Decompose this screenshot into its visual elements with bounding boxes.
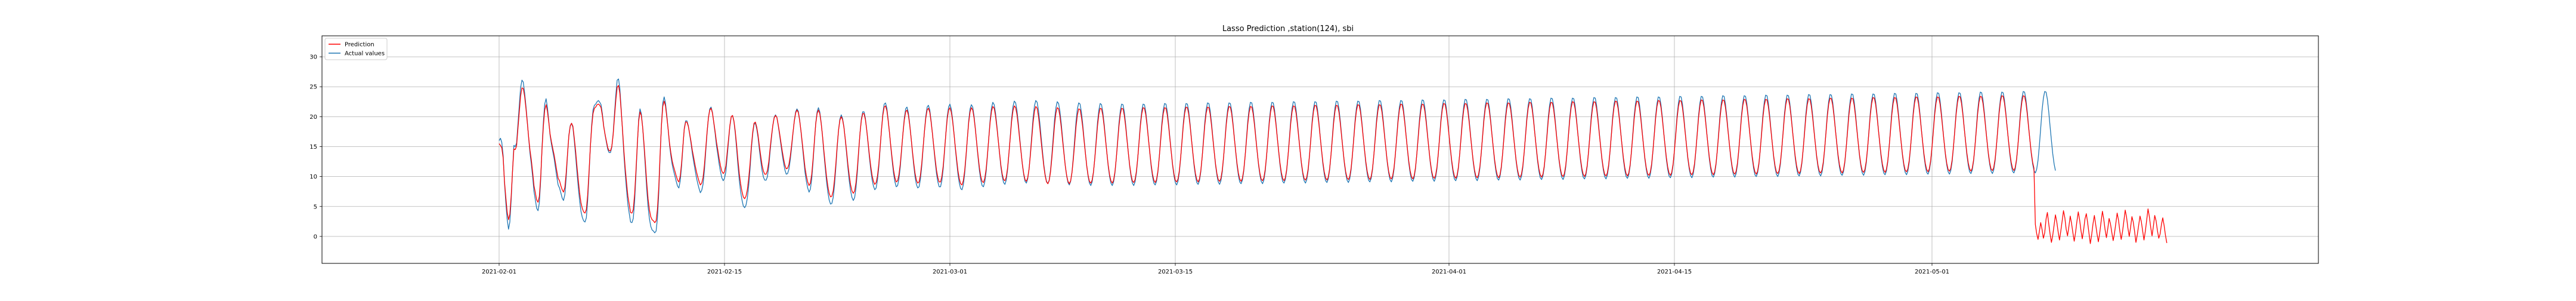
- y-tick-label: 30: [309, 54, 317, 61]
- legend-label-actual-values: Actual values: [345, 51, 385, 57]
- legend-label-prediction: Prediction: [345, 42, 374, 48]
- y-axis: 0 5 10 15 20 25 30: [309, 54, 322, 240]
- y-tick-label: 20: [309, 114, 317, 121]
- grid: [322, 36, 2318, 263]
- x-tick-label: 2021-03-01: [933, 269, 967, 275]
- chart-title: Lasso Prediction ,station(124), sbi: [1222, 24, 1354, 33]
- x-tick-label: 2021-02-01: [482, 269, 516, 275]
- series-line-prediction: [499, 85, 2168, 244]
- x-tick-label: 2021-03-15: [1158, 269, 1193, 275]
- y-tick-label: 15: [309, 144, 317, 150]
- y-tick-label: 0: [314, 234, 317, 240]
- legend-box: [324, 38, 388, 60]
- plot-frame: [321, 35, 2319, 264]
- y-tick-label: 5: [314, 204, 317, 210]
- x-tick-label: 2021-04-15: [1657, 269, 1692, 275]
- x-axis: 2021-02-01 2021-02-15 2021-03-01 2021-03-15…: [482, 263, 1949, 275]
- x-tick-label: 2021-04-01: [1432, 269, 1466, 275]
- y-tick-label: 10: [309, 174, 317, 180]
- x-tick-label: 2021-05-01: [1915, 269, 1949, 275]
- x-tick-label: 2021-02-15: [707, 269, 742, 275]
- legend: Prediction Actual values: [324, 38, 388, 60]
- y-tick-label: 25: [309, 84, 317, 91]
- series-lines: [499, 78, 2168, 244]
